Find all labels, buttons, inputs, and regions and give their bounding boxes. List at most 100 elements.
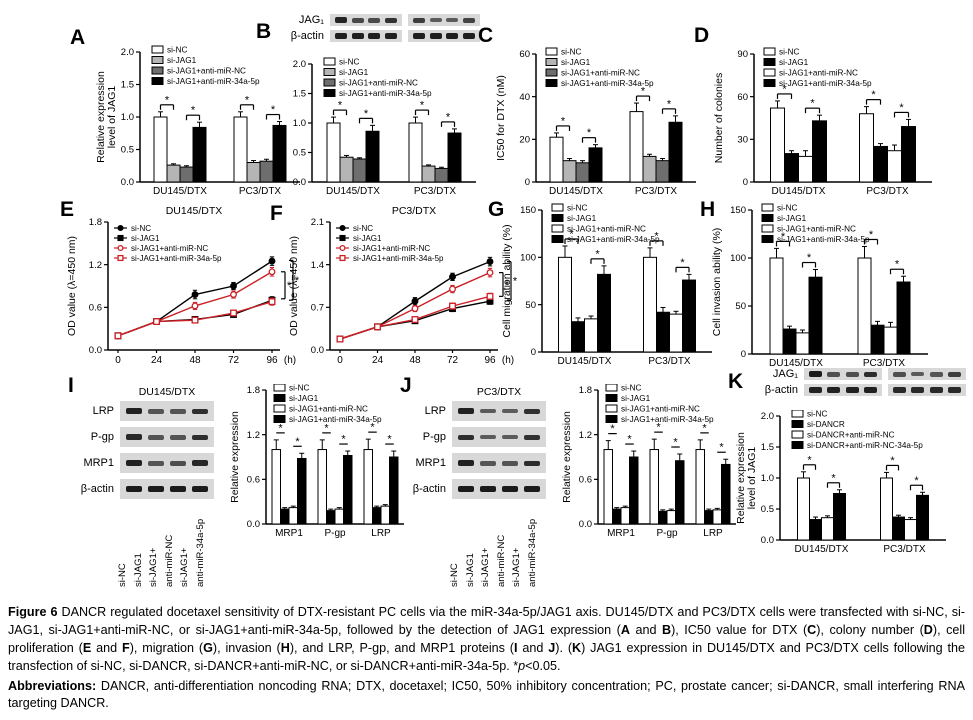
y-tick-label: 1.8 <box>247 385 260 396</box>
blot-lane-group <box>452 401 546 421</box>
blot-band <box>929 371 943 377</box>
x-tick-label: 96 <box>266 355 278 366</box>
legend-label: si-JAG1+anti-miR-NC <box>289 405 368 414</box>
y-axis-label: Relative expression <box>735 432 747 524</box>
bar <box>769 257 784 355</box>
legend-label: si-JAG1+anti-miR-34a-5p <box>621 415 714 424</box>
legend-label: si-NC <box>561 48 582 57</box>
y-tick-label: 0 <box>741 349 746 360</box>
sig-asterisk: * <box>667 98 672 110</box>
blot-row: β-actin <box>282 30 480 42</box>
data-point <box>230 309 237 317</box>
caption-segment: p <box>518 658 526 673</box>
caption-segment: ) JAG1 expression in DU145/DTX and PC3/D… <box>8 640 966 673</box>
bar <box>372 507 382 525</box>
blot-band <box>126 434 142 440</box>
panel-label-d: D <box>694 24 710 47</box>
data-point <box>191 291 199 298</box>
legend-label: si-DANCR <box>807 420 845 429</box>
sig-asterisk: * <box>364 108 369 120</box>
blot-row: LRP <box>68 401 214 421</box>
bar <box>343 455 353 525</box>
legend-swatch <box>323 89 336 97</box>
bar <box>892 516 905 541</box>
bar <box>896 281 911 355</box>
blot-row-label: LRP <box>424 405 446 417</box>
legend-swatch <box>545 58 558 66</box>
y-tick-label: 0.0 <box>761 535 774 546</box>
sig-asterisk: * <box>295 436 300 448</box>
bar <box>339 156 354 183</box>
chart-b: 0.0 0.5 1.0 1.5 2.0 DU145/DTX PC3/DTX * * * * si-NC… <box>280 56 482 207</box>
sig-asterisk: * <box>569 228 574 240</box>
caption-segment: Figure 6 <box>8 605 62 619</box>
blot-row-label: LRP <box>92 405 114 417</box>
data-point <box>117 244 124 252</box>
bar <box>658 510 668 525</box>
category-label: LRP <box>371 528 391 539</box>
legend-swatch <box>551 214 564 222</box>
caption-segment: F <box>122 640 130 655</box>
legend-label: si-NC <box>353 224 373 233</box>
sig-asterisk: * <box>278 422 283 434</box>
blot-lane-group <box>120 427 214 447</box>
x-tick-label: 0 <box>115 355 121 366</box>
blot-band <box>412 17 425 23</box>
x-tick-label: 96 <box>484 355 496 366</box>
blot-lane-label: si-JAG1+ <box>511 547 522 587</box>
blot-lane-group <box>804 384 882 396</box>
bar <box>558 256 572 353</box>
blot-row-label: MRP1 <box>415 457 446 469</box>
legend-label: si-JAG1+anti-miR-NC <box>167 67 246 76</box>
y-tick-label: 1.4 <box>311 260 324 271</box>
blot-band <box>192 486 208 492</box>
y-tick-label: 0.6 <box>89 303 102 314</box>
blot-band <box>502 460 518 466</box>
chart-E-svg: DU145/DTX 0.0 0.6 1.2 1.8 OD value (λ=450 nm)… <box>66 205 300 366</box>
legend-swatch <box>763 47 776 56</box>
blot-lane-label: si-JAG1+ <box>179 547 190 587</box>
x-tick-label: 24 <box>151 355 163 366</box>
legend-swatch <box>151 66 164 75</box>
bar <box>870 324 885 355</box>
chart-D-svg: 0 30 60 90 Number of colonies DU145/DTX PC3/DT… <box>713 47 932 197</box>
legend-swatch <box>545 68 558 77</box>
category-label: DU145/DTX <box>549 186 603 197</box>
legend-swatch <box>605 404 618 413</box>
legend-label: si-JAG1+anti-miR-NC <box>621 405 700 414</box>
blot-band <box>458 434 474 440</box>
blot-band <box>480 409 496 413</box>
category-label: P-gp <box>656 528 678 539</box>
y-axis-label: Relative expression <box>229 411 241 503</box>
chart-i: 0.0 0.6 1.2 1.8 Relative expression MRP1 P-gp L… <box>228 383 410 549</box>
y-tick-label: 150 <box>730 205 746 216</box>
legend-label: si-NC <box>807 410 828 419</box>
bar <box>153 116 168 183</box>
panel-label-h: H <box>700 198 716 221</box>
sig-asterisk: * <box>295 275 300 287</box>
legend-swatch <box>545 47 558 56</box>
blot-band <box>170 408 186 414</box>
sig-asterisk: * <box>610 423 615 435</box>
caption-segment: ). ( <box>555 640 573 655</box>
sig-asterisk: * <box>654 230 659 242</box>
chart-A-svg: 0.0 0.5 1.0 1.5 2.0 Relative expression level … <box>95 45 300 197</box>
blot-lane-group <box>330 30 402 42</box>
bar <box>808 276 823 355</box>
data-point <box>411 316 419 323</box>
data-point <box>153 318 160 326</box>
category-label: DU145/DTX <box>558 356 612 367</box>
y-tick-label: 0.0 <box>293 177 306 188</box>
bar <box>904 519 917 541</box>
legend-label: si-NC <box>777 204 798 213</box>
bar <box>421 165 436 183</box>
blot-lane-labels: si-NC si-JAG1 si-JAG1+ anti-miR-NC si-JAG1+ a… <box>449 505 546 587</box>
chart-h: 0 50 100 150 Cell invasion ability (%) DU145/… <box>710 202 934 379</box>
caption-main: Figure 6 DANCR regulated docetaxel sensi… <box>8 604 965 676</box>
blot-band <box>126 486 142 492</box>
blot-band <box>809 387 823 393</box>
blot-row-label: P-gp <box>90 431 114 443</box>
blot-band <box>192 408 208 414</box>
caption-segment: ), and LRP, P-gp, and MRP1 proteins ( <box>289 640 515 655</box>
blot-lane-label: anti-miR-NC <box>163 534 175 587</box>
